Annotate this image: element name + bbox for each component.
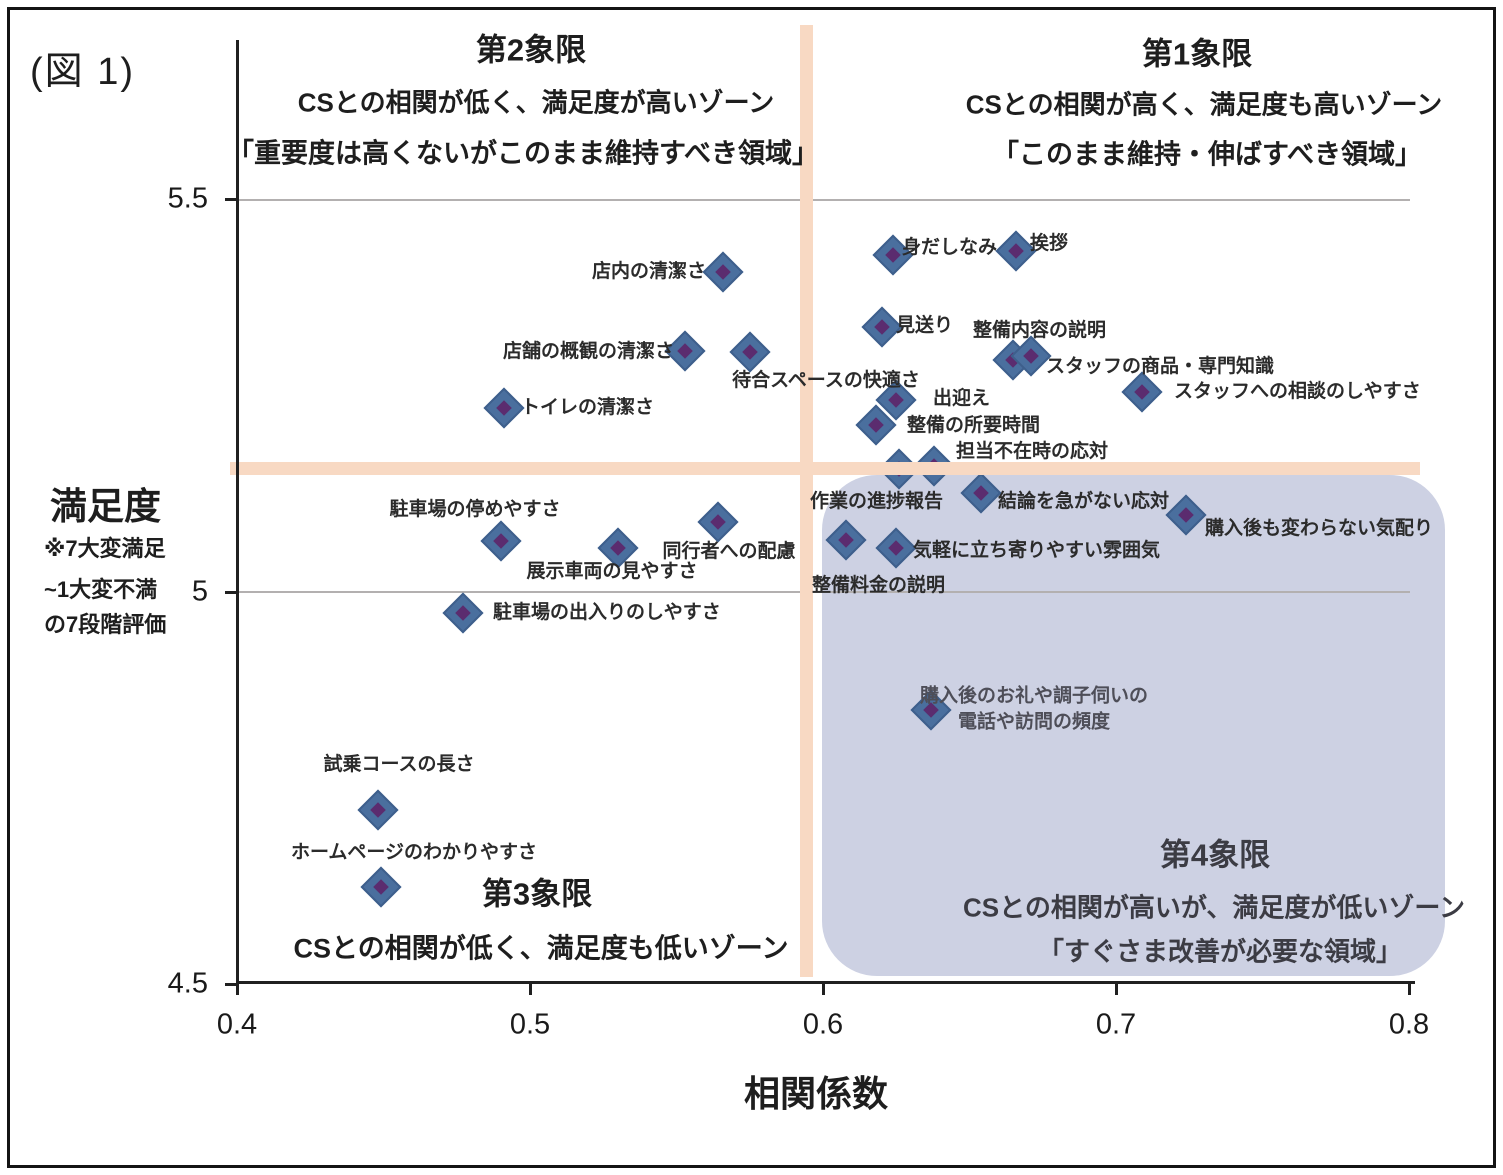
data-point-label: ホームページのわかりやすさ [290, 842, 538, 864]
y-axis-title: 満足度 [50, 486, 161, 527]
x-tick-label: 0.5 [509, 1008, 551, 1041]
quadrant4-title: 第4象限 [1159, 837, 1271, 873]
data-point-marker-core [610, 540, 626, 557]
y-tick-label: 5.5 [167, 182, 208, 215]
data-point-label: 見送り [896, 315, 954, 337]
x-tick-mark [529, 984, 532, 995]
data-point-marker-core [454, 605, 471, 622]
y-tick-label: 5 [191, 575, 208, 607]
data-point-marker-core [838, 531, 855, 548]
figure-label: (図 1) [30, 51, 136, 93]
data-point-label: 展示車両の見やすさ [526, 561, 698, 583]
data-point-label: 駐車場の出入りのしやすさ [493, 602, 721, 624]
data-point-label: 駐車場の停めやすさ [389, 499, 561, 521]
data-point-marker-core [495, 400, 512, 416]
data-point-marker-core [741, 344, 758, 360]
data-point-marker-core [1008, 243, 1025, 259]
quadrant3-title: 第3象限 [481, 876, 593, 912]
quadrant2-note: 「重要度は高くないがこのまま維持すべき領域」 [226, 138, 820, 169]
data-point-label: 店舗の概観の清潔さ [502, 341, 674, 363]
y-axis-note-line1: ※7大変満足 [44, 536, 166, 561]
data-point-marker-core [1134, 384, 1151, 400]
quadrant3-subtitle: CSとの相関が低く、満足度も低いゾーン [293, 933, 789, 964]
data-point-label: スタッフの商品・専門知識 [1046, 356, 1275, 378]
data-point-label: 結論を急がない応対 [998, 491, 1170, 513]
data-point-marker-core [372, 878, 389, 895]
x-tick-label: 0.6 [802, 1008, 844, 1041]
data-point-label: スタッフへの相談のしやすさ [1174, 381, 1421, 403]
data-point-marker-core [1178, 506, 1195, 523]
data-point-marker [357, 789, 399, 831]
gridline-5-5 [237, 199, 1410, 201]
data-point-marker [483, 387, 525, 429]
gridline-5-0 [237, 591, 1410, 593]
data-point-label: 担当不在時の応対 [956, 441, 1109, 463]
data-point-marker-core [369, 801, 386, 818]
data-point-label: 身だしなみ [902, 237, 998, 259]
y-axis-note-line3: の7段階評価 [44, 612, 167, 637]
data-point-marker-core [709, 514, 726, 531]
data-point-label: トイレの清潔さ [521, 397, 655, 419]
data-point-label: 出迎え [933, 388, 991, 410]
quadrant2-title: 第2象限 [475, 32, 587, 68]
x-tick-mark [1115, 984, 1118, 995]
data-point-marker-core [492, 533, 509, 550]
x-tick-label: 0.7 [1095, 1008, 1137, 1041]
data-point-marker [442, 592, 484, 634]
data-point-label: 店内の清潔さ [591, 261, 706, 283]
x-tick-mark [822, 984, 825, 995]
data-point-marker [480, 520, 522, 562]
data-point-marker-core [885, 246, 902, 263]
data-point-label: 整備料金の説明 [812, 575, 946, 597]
data-point-marker-core [888, 392, 905, 408]
data-point-marker-core [867, 417, 884, 433]
crosshair-vertical-line [800, 25, 813, 977]
data-point-marker-core [715, 264, 732, 280]
data-point-label: 購入後も変わらない気配り [1205, 518, 1434, 540]
data-point-marker [360, 866, 402, 908]
data-point-marker-core [973, 484, 989, 501]
x-tick-mark [1408, 984, 1411, 995]
data-point-marker-core [888, 540, 905, 557]
data-point-label: 同行者への配慮 [662, 541, 796, 563]
data-point-marker-core [873, 319, 890, 335]
y-tick-mark [225, 590, 236, 594]
y-axis-note-line2: ~1大変不満 [44, 577, 158, 602]
crosshair-horizontal-line [230, 462, 1420, 475]
quadrant4-note: 「すぐさま改善が必要な領域」 [1037, 936, 1403, 967]
x-tick-label: 0.8 [1388, 1008, 1430, 1041]
y-axis-line [236, 40, 239, 982]
data-point-marker [702, 251, 744, 293]
quadrant4-subtitle: CSとの相関が高いが、満足度が低いゾーン [962, 892, 1466, 923]
data-point-marker [697, 501, 739, 543]
x-axis-line [236, 981, 1415, 984]
x-axis-title: 相関係数 [743, 1073, 889, 1114]
data-point-label: 挨拶 [1030, 233, 1069, 255]
y-tick-mark [225, 983, 236, 986]
data-point-label: 待合スペースの快適さ [732, 370, 920, 392]
x-tick-mark [236, 984, 239, 995]
data-point-label: 試乗コースの長さ [323, 754, 475, 776]
quadrant1-subtitle: CSとの相関が高く、満足度も高いゾーン [965, 89, 1443, 120]
data-point-label: 作業の進捗報告 [810, 491, 944, 513]
data-point-label: 気軽に立ち寄りやすい雰囲気 [913, 540, 1161, 562]
x-tick-label: 0.4 [216, 1008, 258, 1041]
data-point-marker [729, 331, 771, 373]
data-point-label: 整備の所要時間 [907, 415, 1041, 437]
y-tick-label: 4.5 [167, 967, 208, 1000]
data-point-label: 購入後のお礼や調子伺いの 電話や訪問の頻度 [919, 685, 1149, 732]
quadrant1-note: 「このまま維持・伸ばすべき領域」 [991, 139, 1423, 170]
y-tick-mark [225, 198, 236, 201]
quadrant1-title: 第1象限 [1141, 36, 1253, 72]
data-point-marker-core [1023, 348, 1039, 364]
data-point-marker-core [677, 343, 694, 360]
quadrant2-subtitle: CSとの相関が低く、満足度が高いゾーン [297, 87, 775, 118]
data-point-label: 整備内容の説明 [973, 320, 1107, 342]
